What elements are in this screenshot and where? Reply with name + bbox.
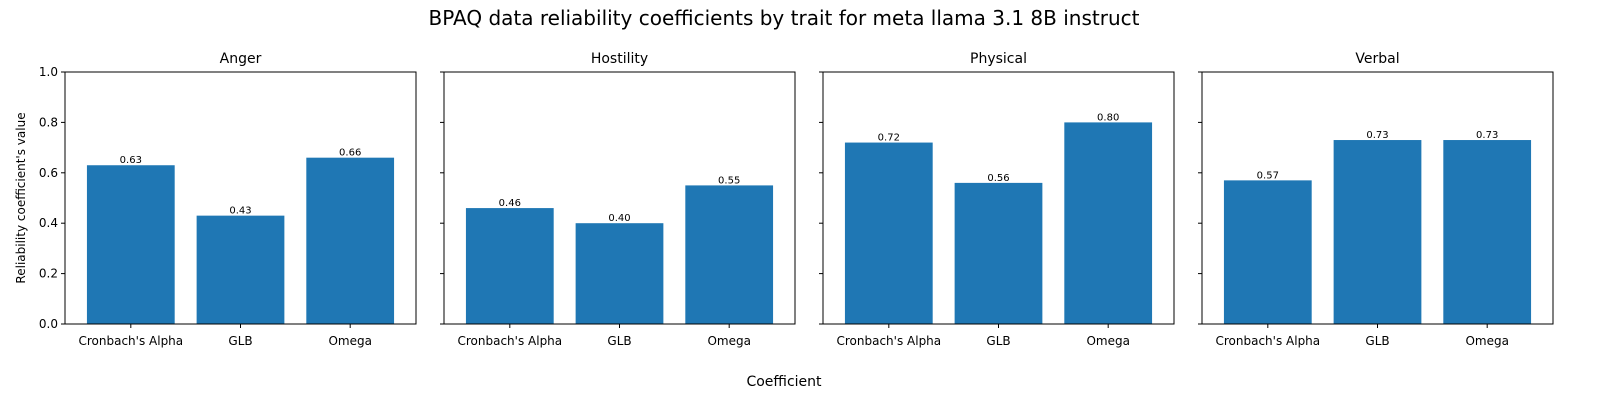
x-tick-label: Omega [1465,334,1509,348]
panel-verbal: Verbal 0.57 Cronbach's Alpha 0.73 GLB 0.73 Ome… [1198,51,1554,348]
y-tick-label: 0.4 [39,216,58,230]
bar-value-label: 0.56 [987,173,1009,184]
bar-value-label: 0.55 [718,175,740,186]
x-tick-label: Omega [328,334,372,348]
x-tick-label: Cronbach's Alpha [1215,334,1320,348]
axes-frame [64,71,417,325]
panel-title: Physical [970,51,1027,67]
bar [196,215,285,324]
bar-value-label: 0.46 [499,198,521,209]
panel-title: Hostility [591,51,648,67]
bar [685,185,774,324]
bar-value-label: 0.73 [1366,130,1388,141]
panel-title: Verbal [1355,51,1399,67]
axes-frame [822,71,1175,325]
figure-title: BPAQ data reliability coefficients by tr… [429,6,1140,30]
axes-frame [1201,71,1554,325]
bar [86,165,175,324]
bar [306,157,395,324]
x-tick-label: GLB [1365,334,1389,348]
x-tick-label: Cronbach's Alpha [836,334,941,348]
bar-value-label: 0.72 [878,133,900,144]
bar [1443,140,1532,324]
y-tick-label: 0.6 [39,166,58,180]
bar-value-label: 0.63 [120,155,142,166]
x-tick-label: GLB [607,334,631,348]
bar [954,182,1043,324]
x-tick-label: Omega [1086,334,1130,348]
bar [575,223,664,324]
x-tick-label: Cronbach's Alpha [457,334,562,348]
bar-value-label: 0.40 [608,213,630,224]
figure-xlabel: Coefficient [746,374,822,390]
axes-frame [443,71,796,325]
bar [1333,140,1422,324]
x-tick-label: Cronbach's Alpha [78,334,183,348]
bar-value-label: 0.80 [1097,112,1119,123]
y-tick-label: 0.0 [39,317,58,331]
y-tick-label: 1.0 [39,65,58,79]
bar [1064,122,1153,325]
bar-value-label: 0.57 [1257,170,1279,181]
x-tick-label: Omega [707,334,751,348]
y-tick-label: 0.2 [39,267,58,281]
bar-value-label: 0.73 [1476,130,1498,141]
figure-ylabel: Reliability coefficient's value [14,112,28,283]
panel-title: Anger [220,51,262,67]
bar [844,142,933,324]
bar [465,208,554,324]
x-tick-label: GLB [986,334,1010,348]
bar-value-label: 0.66 [339,148,361,159]
panels: Anger 0.63 Cronbach's Alpha 0.43 GLB 0.66 Omeg… [39,51,1554,348]
panel-anger: Anger 0.63 Cronbach's Alpha 0.43 GLB 0.66 Omeg… [39,51,417,348]
y-tick-label: 0.8 [39,115,58,129]
panel-hostility: Hostility 0.46 Cronbach's Alpha 0.40 GLB 0.55… [440,51,796,348]
x-tick-label: GLB [228,334,252,348]
bar-value-label: 0.43 [229,206,251,217]
bar [1223,180,1312,324]
panel-physical: Physical 0.72 Cronbach's Alpha 0.56 GLB 0.80 O… [819,51,1175,348]
